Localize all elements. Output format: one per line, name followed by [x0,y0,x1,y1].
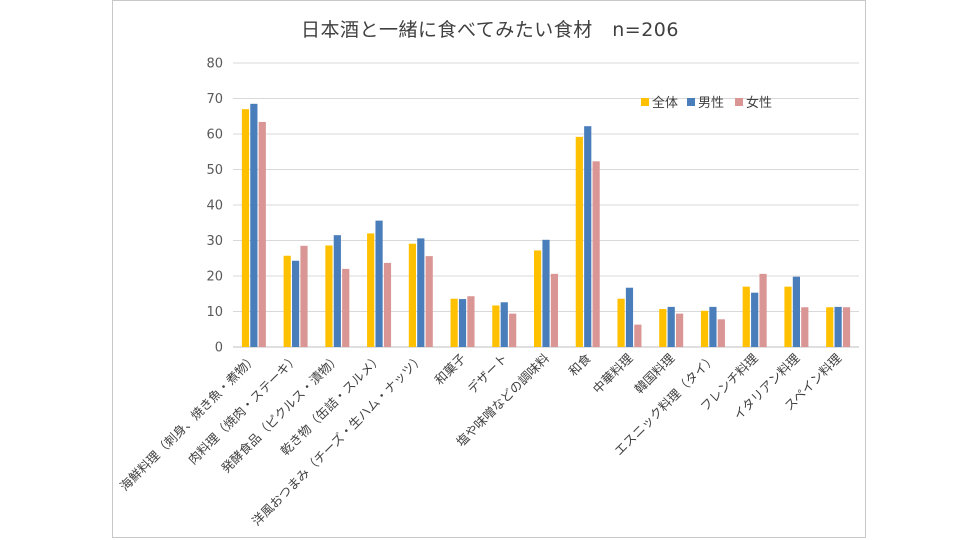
bar-male [834,306,842,347]
plot-area: 0 10 20 30 40 50 60 70 80 海鮮料理（刺身、焼き魚・煮物）肉料理（焼肉・… [117,57,859,529]
bar-total [659,309,667,347]
chart-frame: 日本酒と一緒に食べてみたい食材 n=206 0 10 20 30 40 50 60 70 80 … [112,0,866,538]
legend: 全体 男性 女性 [641,95,772,111]
bar-female [425,256,433,347]
bar-female [383,262,392,347]
y-tick-label: 50 [206,163,223,178]
bar-male [542,239,550,347]
bar-female [676,313,684,347]
legend-label: 女性 [746,95,772,111]
bar-total [241,109,250,348]
bar-total [408,243,416,347]
category-label: 和菓子 [432,351,469,388]
bar-total [367,233,375,347]
bar-male [292,260,300,347]
y-tick-label: 80 [206,57,223,72]
y-tick-label: 10 [206,305,223,320]
bar-female [842,307,851,347]
bar-total [325,245,333,347]
category-label: 中華料理 [590,350,636,396]
bar-total [492,305,500,347]
bar-male [751,292,759,347]
bar-female [467,296,475,347]
category-labels: 海鮮料理（刺身、焼き魚・煮物）肉料理（焼肉・ステーキ）発酵食品（ピクルス・漬物）… [117,350,845,528]
legend-label: 全体 [652,95,678,111]
bar-male [333,235,341,347]
bar-female [801,307,809,347]
y-tick-label: 70 [206,92,223,107]
bar-total [742,286,750,347]
bar-male [709,306,717,347]
bar-male [625,287,634,347]
bar-male [417,238,425,347]
bar-female [342,268,350,347]
bar-female [258,121,266,348]
bar-male [584,126,592,347]
bar-male [792,276,800,347]
legend-swatch [735,98,743,106]
bar-total [450,298,458,347]
bar-male [500,302,508,347]
y-tick-label: 0 [215,341,223,356]
y-tick-label: 60 [206,128,223,143]
legend-swatch [687,98,695,106]
chart-title: 日本酒と一緒に食べてみたい食材 n=206 [301,19,679,41]
bar-total [617,298,625,347]
bar-male [667,306,675,347]
bar-female [592,161,600,347]
bar-total [700,310,709,347]
y-tick-label: 40 [206,199,223,214]
bar-total [575,136,583,347]
y-axis: 0 10 20 30 40 50 60 70 80 [206,57,223,356]
bar-female [634,324,642,347]
y-tick-label: 30 [206,234,223,249]
bar-female [759,273,767,347]
bar-total [283,255,291,347]
bar-female [509,313,517,347]
bar-female [717,319,725,347]
category-label: 和食 [566,350,595,379]
legend-label: 男性 [698,96,724,111]
y-tick-label: 20 [206,270,223,285]
bar-female [300,245,308,347]
bar-total [826,307,834,347]
bar-total [784,286,792,347]
bar-male [458,299,467,347]
legend-swatch [641,98,649,106]
bars [241,103,851,348]
bar-total [534,250,542,347]
bar-male [375,220,383,347]
bar-male [250,103,258,347]
bar-female [550,273,558,347]
